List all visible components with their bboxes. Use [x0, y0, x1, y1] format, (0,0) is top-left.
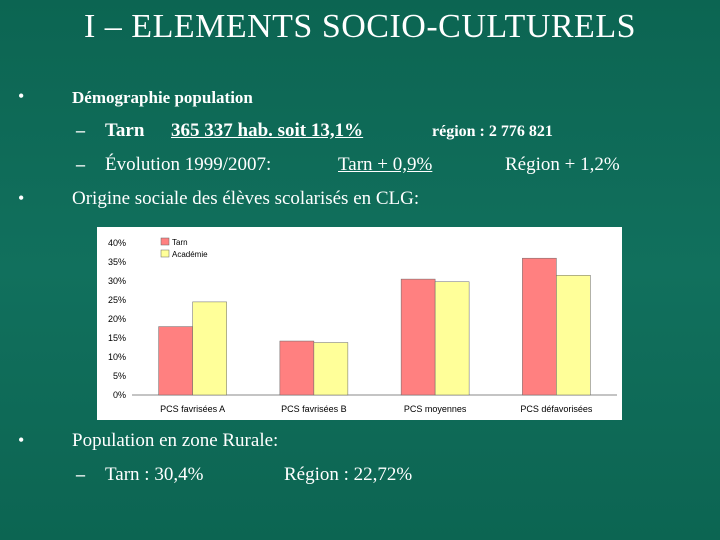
sub-evolution-region: Région + 1,2%: [505, 154, 620, 175]
bar-academie: [434, 281, 470, 396]
y-tick-label: 35%: [108, 257, 126, 267]
bar-tarn: [522, 257, 557, 396]
slide-title: I – ELEMENTS SOCIO-CULTURELS: [83, 8, 637, 45]
sub-population-tarn: Tarn: [105, 120, 145, 141]
bullet-dot: •: [18, 86, 25, 106]
bullet-origine-sociale: • Origine sociale des élèves scolarisés …: [0, 188, 720, 216]
y-tick-label: 10%: [108, 352, 126, 362]
sub-bullet-evolution: – Évolution 1999/2007: Tarn + 0,9% Régio…: [0, 154, 720, 182]
bullet-zone-rurale-text: Population en zone Rurale:: [72, 430, 279, 451]
sub-evolution-label: Évolution 1999/2007:: [105, 154, 272, 175]
sub-rurale-tarn: Tarn : 30,4%: [105, 464, 204, 485]
bar-tarn: [158, 326, 193, 396]
sub-bullet-population: – Tarn 365 337 hab. soit 13,1% région : …: [0, 120, 720, 148]
sub-evolution-tarn: Tarn + 0,9%: [338, 154, 433, 175]
x-tick-label: PCS favrisées A: [160, 404, 225, 414]
bullet-demographie: • Démographie population: [0, 86, 720, 114]
bullet-demographie-text: Démographie population: [72, 88, 253, 107]
y-tick-label: 30%: [108, 276, 126, 286]
bullet-zone-rurale: • Population en zone Rurale:: [0, 430, 720, 458]
bar-tarn: [400, 278, 436, 396]
bar-tarn: [279, 340, 315, 396]
sub-rurale-region: Région : 22,72%: [284, 464, 413, 485]
bar-academie: [556, 275, 591, 396]
y-tick-label: 40%: [108, 238, 126, 248]
bullet-dot: •: [18, 430, 25, 450]
bar-chart: 0% 5% 10% 15% 20% 25% 30% 35% 40% PCS favrisées A…: [108, 237, 617, 414]
y-tick-label: 0%: [113, 390, 126, 400]
y-tick-label: 15%: [108, 333, 126, 343]
y-tick-label: 5%: [113, 371, 126, 381]
chart-origine-sociale: 0% 5% 10% 15% 20% 25% 30% 35% 40% PCS favrisées A…: [97, 227, 622, 420]
bullet-dot: •: [18, 188, 25, 208]
y-tick-label: 20%: [108, 314, 126, 324]
x-tick-label: PCS défavorisées: [520, 404, 593, 414]
legend-swatch: [160, 249, 170, 258]
legend-label: Tarn: [172, 238, 188, 247]
sub-population-value: 365 337 hab. soit 13,1%: [171, 120, 364, 141]
bar-academie: [192, 301, 227, 396]
sub-dash: –: [76, 464, 85, 484]
x-tick-label: PCS moyennes: [404, 404, 467, 414]
sub-population-region: région : 2 776 821: [432, 123, 553, 140]
sub-dash: –: [76, 120, 85, 140]
bullet-origine-sociale-text: Origine sociale des élèves scolarisés en…: [72, 188, 420, 209]
legend-swatch: [160, 237, 170, 246]
bar-academie: [313, 342, 349, 396]
legend-label: Académie: [172, 250, 208, 259]
x-tick-label: PCS favrisées B: [281, 404, 347, 414]
sub-bullet-rurale-values: – Tarn : 30,4% Région : 22,72%: [0, 464, 720, 492]
sub-dash: –: [76, 154, 85, 174]
y-tick-label: 25%: [108, 295, 126, 305]
